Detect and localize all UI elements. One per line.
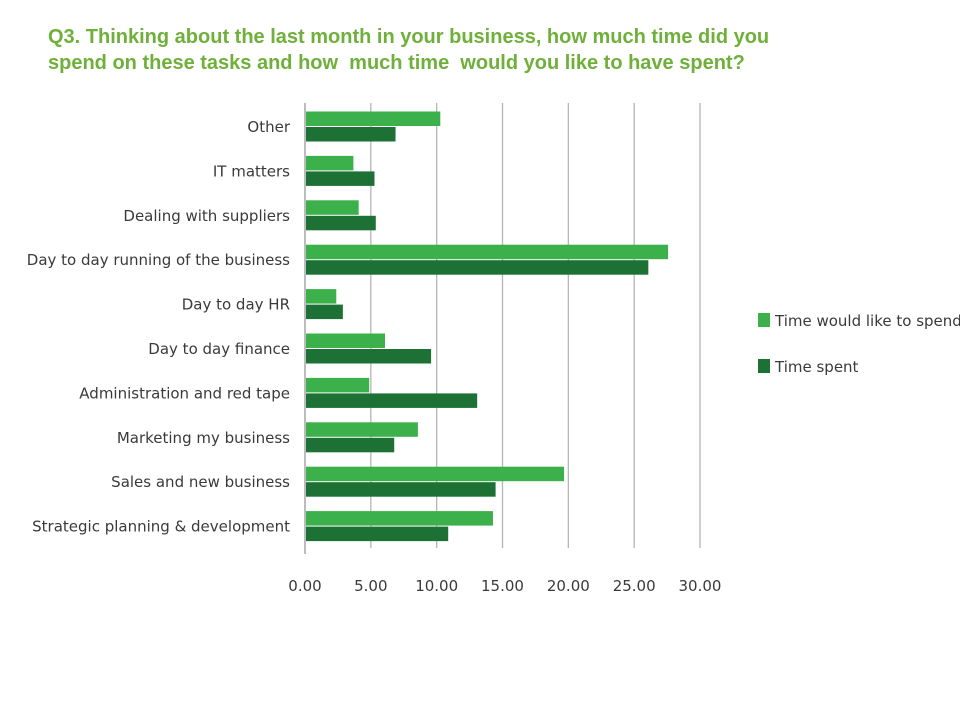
bar-spent — [306, 304, 343, 320]
bar-spent — [306, 260, 649, 275]
legend-swatch-would-like — [758, 313, 770, 327]
x-tick-label: 15.00 — [481, 577, 524, 595]
bar-spent — [306, 526, 449, 542]
x-tick-label: 5.00 — [354, 577, 387, 595]
bar-would-like — [306, 244, 669, 260]
chart-title-line-2: spend on these tasks and how much time w… — [48, 52, 745, 74]
x-tick-label: 25.00 — [613, 577, 656, 595]
bar-would-like — [306, 289, 337, 304]
chart-title: Q3. Thinking about the last month in you… — [48, 24, 948, 76]
bar-spent — [306, 215, 376, 231]
bar-would-like — [306, 466, 565, 482]
x-tick-label: 30.00 — [679, 577, 722, 595]
category-label: Marketing my business — [117, 429, 290, 447]
category-label: Other — [247, 118, 290, 136]
category-label: IT matters — [213, 162, 290, 180]
category-label: Day to day finance — [148, 340, 290, 358]
bar-spent — [306, 393, 478, 408]
bar-spent — [306, 171, 375, 186]
bar-would-like — [306, 155, 354, 171]
x-tick-label: 0.00 — [288, 577, 321, 595]
bar-would-like — [306, 333, 385, 348]
bar-would-like — [306, 200, 359, 215]
bar-spent — [306, 349, 432, 364]
x-tick-label: 10.00 — [415, 577, 458, 595]
category-label: Administration and red tape — [79, 384, 290, 402]
bar-would-like — [306, 377, 370, 393]
legend-swatch-spent — [758, 359, 770, 373]
bar-would-like — [306, 111, 441, 126]
bar-would-like — [306, 422, 418, 437]
bar-spent — [306, 437, 395, 453]
legend-label-spent: Time spent — [774, 358, 859, 376]
legend-label-would-like: Time would like to spend — [774, 312, 960, 330]
category-label: Day to day running of the business — [27, 251, 290, 269]
category-label: Dealing with suppliers — [123, 207, 290, 225]
x-tick-label: 20.00 — [547, 577, 590, 595]
chart-title-line-1: Q3. Thinking about the last month in you… — [48, 26, 770, 48]
category-label: Strategic planning & development — [32, 518, 290, 536]
bar-spent — [306, 127, 396, 142]
category-label: Day to day HR — [182, 296, 290, 314]
bar-spent — [306, 482, 496, 497]
bar-would-like — [306, 511, 493, 526]
category-label: Sales and new business — [111, 473, 290, 491]
